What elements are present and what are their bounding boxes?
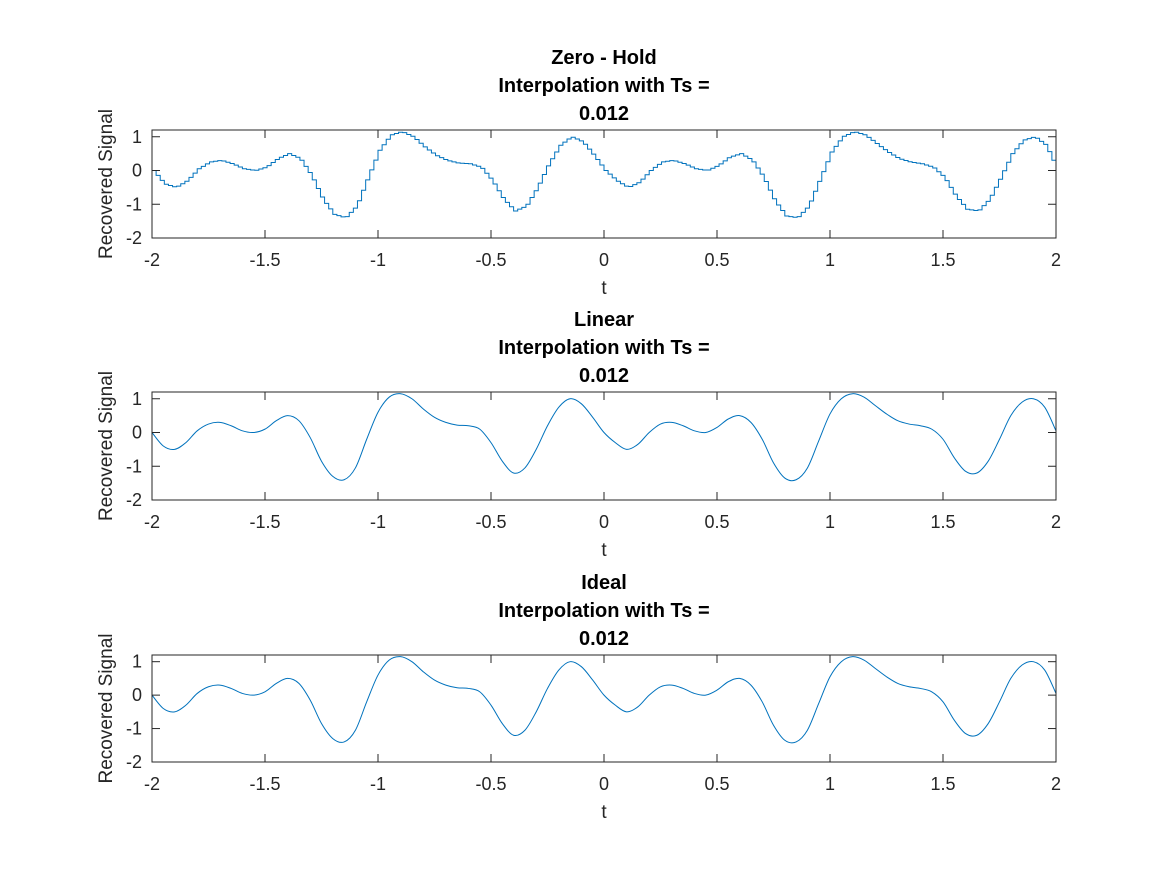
y-tick-label: 1 [132,652,142,672]
y-axis-label: Recovered Signal [96,109,117,259]
title-line-3: 0.012 [579,103,629,125]
signal-line [152,393,1056,482]
subplot-1: -2 -1.5 -1 -0.5 0 0.5 1 1.5 2 -2 -1 0 1 t Recovered Si… [96,47,1061,299]
y-tick-label: 0 [132,423,142,443]
title-line-1: Zero - Hold [551,47,657,69]
subplot-3: -2 -1.5 -1 -0.5 0 0.5 1 1.5 2 -2 -1 0 1 t Recovered Si… [96,572,1061,823]
x-tick-label: -0.5 [475,774,506,794]
title-line-2: Interpolation with Ts = [498,600,709,622]
x-tick-label: 2 [1051,250,1061,270]
x-tick-label: -1.5 [249,774,280,794]
y-axis-label: Recovered Signal [96,634,117,784]
x-tick-label: -1 [370,250,386,270]
x-tick-label: -2 [144,512,160,532]
x-tick-label: 0.5 [704,512,729,532]
title-line-1: Linear [574,309,634,331]
x-tick-label: -0.5 [475,512,506,532]
x-tick-label: 1.5 [930,250,955,270]
x-axis-label: t [601,278,607,299]
x-tick-label: -1 [370,512,386,532]
x-tick-label: 0.5 [704,774,729,794]
x-tick-label: 1.5 [930,512,955,532]
y-tick-label: -1 [126,456,142,476]
title-line-2: Interpolation with Ts = [498,337,709,359]
x-tick-label: -1 [370,774,386,794]
y-tick-label: -2 [126,752,142,772]
x-tick-label: 0.5 [704,250,729,270]
y-tick-label: -1 [126,719,142,739]
x-tick-label: 1 [825,774,835,794]
title-line-3: 0.012 [579,628,629,650]
x-tick-label: -2 [144,774,160,794]
x-axis-label: t [601,802,607,823]
title-line-2: Interpolation with Ts = [498,75,709,97]
x-axis-label: t [601,540,607,561]
y-tick-label: 1 [132,127,142,147]
x-tick-label: 0 [599,774,609,794]
y-tick-label: 0 [132,161,142,181]
x-tick-label: -0.5 [475,250,506,270]
signal-line [152,131,1056,218]
y-tick-label: 1 [132,389,142,409]
x-tick-label: -1.5 [249,512,280,532]
title-line-1: Ideal [581,572,627,594]
x-tick-label: 2 [1051,512,1061,532]
x-tick-label: 1 [825,250,835,270]
y-tick-label: -2 [126,490,142,510]
signal-line [152,656,1056,744]
y-tick-label: -1 [126,194,142,214]
x-tick-label: 1 [825,512,835,532]
title-line-3: 0.012 [579,365,629,387]
x-tick-label: 0 [599,512,609,532]
y-tick-label: -2 [126,228,142,248]
plot-area [152,392,1056,500]
subplot-2: -2 -1.5 -1 -0.5 0 0.5 1 1.5 2 -2 -1 0 1 t Recovered Si… [96,309,1061,561]
x-tick-label: 0 [599,250,609,270]
y-tick-label: 0 [132,685,142,705]
x-tick-label: 1.5 [930,774,955,794]
x-tick-label: -2 [144,250,160,270]
plot-area [152,655,1056,762]
x-tick-label: -1.5 [249,250,280,270]
y-axis-label: Recovered Signal [96,371,117,521]
plot-area [152,130,1056,238]
x-tick-label: 2 [1051,774,1061,794]
